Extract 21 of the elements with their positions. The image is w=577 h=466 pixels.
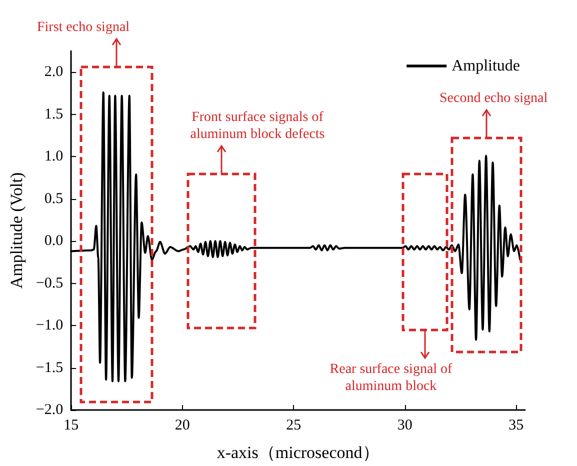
x-tick-label: 35: [508, 418, 524, 434]
y-tick-label: 0.5: [44, 190, 64, 207]
x-axis-title: x-axis（microsecond）: [216, 443, 380, 462]
y-tick-label: −2.0: [36, 402, 64, 418]
annotation: Second echo signal: [440, 90, 548, 107]
x-tick-label: 30: [397, 418, 412, 434]
x-tick-label: 15: [64, 418, 79, 434]
y-tick-label: −1.5: [36, 360, 64, 376]
y-tick-label: −1.0: [36, 318, 64, 334]
y-tick-label: −0.5: [36, 275, 64, 292]
y-tick-label: 1.0: [44, 148, 64, 165]
y-tick-label: 1.5: [44, 106, 64, 122]
y-tick-label: 2.0: [44, 64, 64, 80]
y-tick-label: 0.0: [44, 233, 64, 250]
legend-label: Amplitude: [452, 58, 520, 74]
y-axis-title: Amplitude (Volt): [7, 172, 26, 289]
annotation: Rear surface signal of aluminum block: [328, 361, 454, 395]
x-tick-label: 20: [174, 418, 190, 434]
text: First echo signal: [37, 19, 130, 36]
x-tick-label: 25: [286, 418, 302, 434]
annotation: Front surface signals of aluminum block defects: [189, 109, 326, 143]
